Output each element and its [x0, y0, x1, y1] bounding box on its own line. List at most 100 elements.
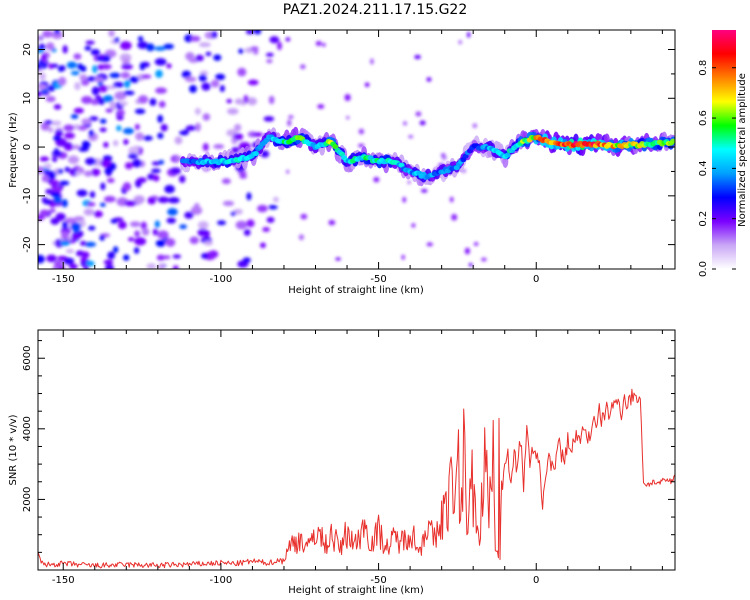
spectrogram-x-tick-label: 0: [533, 274, 539, 285]
noise-blob: [134, 108, 146, 115]
noise-blob: [108, 30, 115, 38]
noise-blob: [40, 122, 50, 131]
noise-blob: [112, 81, 125, 88]
noise-blob: [157, 132, 164, 139]
noise-blob: [273, 196, 279, 203]
snr-frame: [37, 329, 676, 571]
spectrogram-y-tick-label: 20: [22, 43, 33, 56]
noise-blob: [158, 100, 166, 108]
noise-blob: [81, 251, 90, 259]
noise-blob: [109, 101, 117, 111]
noise-blob: [64, 166, 71, 173]
noise-blob: [127, 237, 135, 242]
noise-blob: [154, 46, 166, 51]
noise-blob: [170, 167, 182, 175]
noise-blob: [157, 230, 169, 240]
noise-blob: [122, 182, 132, 191]
snr-x-axis-label: Height of straight line (km): [288, 585, 424, 596]
noise-blob: [238, 171, 247, 176]
noise-blob: [194, 107, 201, 115]
noise-blob: [179, 224, 187, 230]
noise-blob: [140, 221, 147, 230]
noise-blob: [38, 64, 43, 70]
noise-blob: [142, 135, 153, 141]
noise-blob: [134, 123, 140, 131]
noise-blob: [81, 95, 93, 104]
noise-blob: [211, 31, 218, 39]
noise-blob: [66, 61, 78, 69]
noise-blob: [134, 237, 147, 246]
noise-blob: [202, 113, 211, 121]
noise-blob: [213, 144, 225, 149]
noise-blob: [185, 52, 195, 61]
noise-blob: [117, 221, 127, 230]
noise-blob: [203, 230, 210, 238]
noise-blob: [117, 109, 125, 116]
noise-blob: [77, 63, 83, 70]
colorbar-tick-label: 0.8: [698, 60, 709, 76]
noise-blob: [97, 64, 104, 71]
noise-blob: [208, 250, 219, 258]
noise-blob: [114, 91, 127, 101]
noise-blob: [231, 146, 240, 154]
noise-blob: [70, 222, 82, 232]
noise-blob: [42, 30, 53, 38]
noise-blob: [103, 195, 116, 203]
noise-blob: [246, 192, 252, 201]
noise-blob: [221, 178, 231, 185]
noise-blob: [57, 168, 63, 175]
noise-blob: [61, 231, 69, 240]
ridge-blob: [398, 162, 405, 168]
noise-blob: [268, 95, 275, 105]
noise-blob: [104, 167, 113, 176]
noise-blob: [178, 130, 189, 136]
noise-blob: [242, 257, 251, 264]
noise-blob: [59, 180, 70, 186]
noise-blob: [155, 239, 166, 247]
noise-blob: [50, 191, 61, 198]
noise-blob: [149, 98, 157, 106]
noise-blob: [120, 71, 131, 79]
noise-blob: [63, 257, 75, 265]
noise-blob: [254, 30, 262, 35]
noise-blob: [155, 87, 167, 94]
noise-blob: [81, 140, 91, 149]
colorbar: 0.0 0.2 0.4 0.6 0.8 Normalized spectral ampl…: [698, 30, 748, 277]
noise-blob: [315, 40, 322, 47]
noise-blob: [364, 82, 370, 88]
noise-blob: [63, 124, 75, 132]
noise-blob: [99, 118, 107, 124]
noise-blob: [164, 184, 175, 194]
noise-blob: [123, 254, 130, 261]
noise-blob: [100, 54, 106, 59]
noise-blob: [39, 209, 50, 217]
noise-blob: [195, 122, 201, 132]
noise-blob: [91, 168, 101, 177]
noise-blob: [38, 84, 47, 90]
noise-blob: [122, 127, 135, 135]
noise-blob: [136, 177, 147, 183]
noise-blob: [300, 64, 306, 70]
noise-blob: [76, 189, 88, 197]
noise-blob: [157, 114, 164, 123]
noise-blob: [286, 169, 290, 174]
noise-blob: [65, 249, 75, 254]
noise-blob: [222, 200, 235, 207]
noise-blob: [38, 43, 46, 50]
noise-blob: [230, 211, 236, 216]
noise-blob: [124, 79, 131, 89]
noise-blob: [172, 265, 179, 269]
noise-blob: [119, 101, 128, 106]
noise-blob: [141, 228, 150, 236]
noise-blob: [38, 35, 42, 41]
noise-blob: [234, 123, 242, 132]
noise-blob: [84, 45, 92, 51]
noise-blob: [129, 221, 141, 228]
colorbar-label: Normalized spectral amplitude: [737, 73, 748, 227]
noise-blob: [59, 240, 71, 246]
noise-blob: [123, 90, 135, 96]
noise-blob: [157, 263, 165, 269]
noise-blob: [245, 30, 254, 35]
noise-blob: [146, 43, 155, 52]
